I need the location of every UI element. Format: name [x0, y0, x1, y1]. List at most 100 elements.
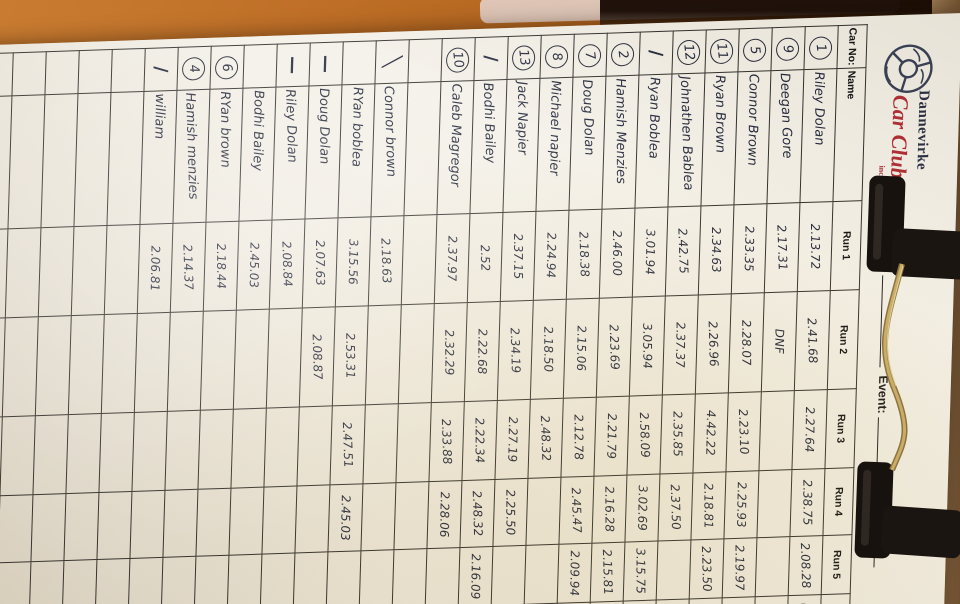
run-time-cell: 2.22.68	[464, 301, 501, 402]
run-time: 2.13.72	[808, 223, 823, 270]
run-time: 3.15.75	[633, 547, 648, 595]
name-cell: RYan boblea	[337, 83, 375, 218]
run-time-cell: 2.23.69	[596, 297, 633, 398]
run-time: 2.37.37	[672, 321, 688, 369]
run-time: 2.28.06	[437, 491, 452, 538]
run-time: 2.58.09	[636, 411, 653, 459]
run-time-cell	[360, 482, 396, 551]
car-number-circled: 4	[181, 54, 207, 82]
run-time-cell: 2.37.15	[500, 211, 536, 302]
run-time-cell	[98, 412, 135, 493]
run-time: 2.25.50	[503, 489, 518, 536]
run-time: 2.37.50	[667, 483, 684, 531]
name-cell	[403, 81, 441, 216]
name-cell: Bodhi Bailey	[238, 87, 276, 222]
header-run-5: Run 5	[821, 534, 852, 595]
car-number-circled: 8	[544, 43, 570, 70]
car-no-cell: 8	[539, 34, 575, 79]
run-time-cell	[263, 406, 300, 488]
run-time-cell	[197, 409, 234, 490]
run-time-cell	[65, 413, 102, 494]
driver-name: Riley Dolan	[811, 71, 827, 146]
name-cell: Hamish menzies	[172, 89, 210, 224]
run-time-cell: 2.38.75	[789, 468, 825, 537]
run-time: 2.18.44	[214, 242, 229, 290]
run-time-cell	[654, 598, 690, 604]
run-time: 2.45.03	[338, 494, 353, 542]
car-number-circled: 2	[610, 40, 636, 68]
run-time-cell: 2.34.63	[698, 204, 734, 295]
run-time-cell	[260, 552, 295, 604]
run-time: 4.42.22	[703, 409, 719, 457]
run-time-cell	[228, 487, 264, 556]
date-label: Date:	[879, 240, 895, 272]
run-time-cell: 2.28.06	[426, 480, 462, 549]
run-time-cell	[32, 414, 69, 495]
date-event-line: Date: Event:	[870, 240, 895, 576]
run-time-cell: 2.41.68	[794, 290, 831, 391]
car-no-mark: ╲	[381, 56, 403, 68]
run-time-cell: 2.45.03	[236, 220, 272, 311]
name-cell: Connor Brown	[733, 70, 771, 205]
run-time: 2.22.68	[474, 328, 490, 375]
run-time-cell	[2, 316, 39, 417]
name-cell: william	[139, 90, 177, 225]
name-cell: Connor brown	[370, 82, 408, 217]
run-time-cell	[294, 484, 330, 553]
run-time-cell	[35, 315, 72, 416]
run-time: 2.34.63	[709, 226, 724, 274]
run-time-cell	[0, 415, 36, 496]
car-no-mark: —	[282, 55, 304, 75]
driver-name: Hamish menzies	[182, 91, 201, 201]
name-cell: Riley Dolan	[799, 68, 837, 203]
run-time: 2.28.07	[739, 319, 754, 367]
run-time: 2.19.97	[732, 544, 747, 592]
run-time-cell: 2.13.72	[797, 201, 833, 292]
run-time-cell	[62, 559, 97, 604]
car-no-cell: —	[275, 42, 311, 88]
header-car-no: Car No:	[836, 24, 868, 69]
car-no-mark: ∕	[150, 65, 172, 74]
run-time: 2.37.15	[511, 233, 526, 280]
run-time-cell: 3.02.69	[624, 474, 660, 543]
run-time-cell	[5, 227, 41, 318]
run-time-cell	[266, 307, 303, 409]
run-time-cell: 2.48.32	[527, 398, 564, 479]
run-time-cell: 2.34.19	[497, 300, 534, 401]
header-run-4: Run 4	[822, 467, 854, 536]
run-time-cell: 3.15.56	[335, 216, 371, 307]
car-number-circled: 9	[775, 35, 801, 63]
name-cell: Hamish Menzies	[601, 75, 639, 210]
header-run-6: Run 6	[819, 593, 851, 604]
run-time-cell: 2.28.07	[728, 292, 765, 393]
event-label: Event:	[875, 375, 891, 414]
run-time-cell: 2.18.38	[566, 209, 602, 300]
run-time-cell: 2.23.50	[689, 538, 724, 599]
org-suffix: inc.	[877, 165, 886, 178]
car-no-mark: ∕	[480, 54, 502, 63]
name-cell: Deegan Gore	[766, 69, 804, 204]
run-time-cell	[359, 549, 394, 604]
run-time: 2.45.03	[246, 241, 262, 289]
driver-name: Michael napier	[546, 80, 563, 177]
driver-name: Connor brown	[380, 85, 399, 178]
run-time-cell: 2.08.28	[788, 535, 823, 596]
run-time-cell: 2.32.29	[431, 302, 468, 403]
run-time-cell	[755, 536, 790, 597]
run-time: 2.18.50	[541, 325, 556, 373]
run-time: 3.01.94	[642, 228, 658, 276]
run-time-cell	[162, 489, 198, 558]
run-time: 2.16.09	[468, 553, 483, 600]
run-time-cell: 2.15.06	[563, 298, 600, 399]
car-no-cell: 11	[704, 28, 740, 73]
run-time-cell	[296, 405, 333, 486]
name-cell: Doug Dolan	[568, 76, 606, 211]
car-number-circled: 7	[577, 41, 603, 69]
run-time-cell: 2.26.96	[695, 293, 732, 394]
car-number-circled: 11	[709, 36, 735, 65]
run-time: 2.18.63	[378, 237, 394, 285]
car-no-cell: 4	[176, 46, 212, 91]
driver-name: Ryan Boblea	[645, 76, 662, 160]
run-time-cell	[101, 313, 138, 414]
